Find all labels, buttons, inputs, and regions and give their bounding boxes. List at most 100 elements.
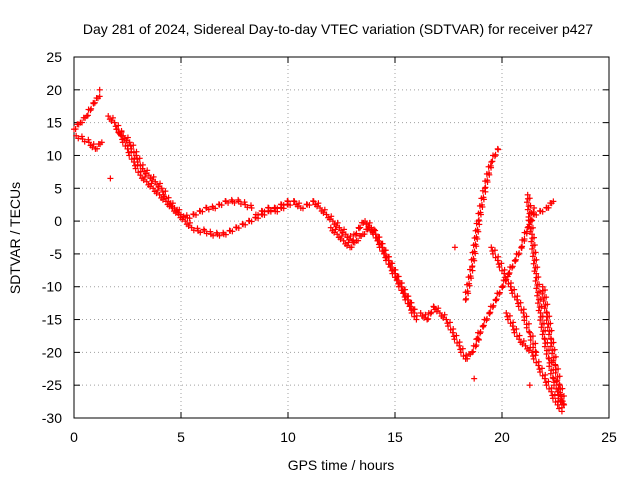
data-point bbox=[108, 117, 115, 124]
data-point bbox=[540, 320, 547, 327]
data-point bbox=[153, 190, 160, 197]
data-point bbox=[91, 99, 98, 106]
data-point bbox=[342, 231, 349, 238]
data-point bbox=[482, 184, 489, 191]
x-tick-label: 20 bbox=[494, 429, 510, 445]
data-point bbox=[136, 155, 143, 162]
data-point bbox=[530, 234, 537, 241]
data-point bbox=[248, 218, 255, 225]
data-point bbox=[487, 162, 494, 169]
data-point bbox=[535, 307, 542, 314]
data-point bbox=[551, 346, 558, 353]
data-point bbox=[255, 211, 262, 218]
data-point bbox=[474, 335, 481, 342]
data-point bbox=[552, 369, 559, 376]
data-point bbox=[531, 204, 538, 211]
data-point bbox=[470, 348, 477, 355]
data-point bbox=[194, 225, 201, 232]
data-point bbox=[347, 233, 354, 239]
data-point bbox=[346, 236, 353, 243]
data-point bbox=[493, 296, 500, 303]
data-point bbox=[200, 226, 207, 233]
data-point bbox=[85, 136, 92, 143]
data-point bbox=[313, 203, 320, 210]
data-point bbox=[233, 224, 239, 231]
y-tick-label: 20 bbox=[46, 82, 62, 98]
data-point bbox=[487, 309, 494, 316]
data-point bbox=[433, 308, 440, 315]
data-point bbox=[556, 381, 563, 388]
data-point bbox=[93, 95, 100, 102]
data-point bbox=[361, 231, 368, 238]
data-point bbox=[420, 314, 427, 321]
data-point bbox=[537, 317, 544, 324]
data-point bbox=[400, 290, 407, 297]
data-point bbox=[480, 323, 487, 330]
data-point bbox=[149, 177, 156, 184]
data-point bbox=[157, 180, 164, 187]
data-point bbox=[152, 178, 159, 185]
data-point bbox=[530, 355, 537, 362]
data-point bbox=[348, 244, 355, 251]
data-point bbox=[514, 293, 521, 300]
data-point bbox=[534, 264, 541, 271]
data-point bbox=[531, 242, 538, 249]
data-point bbox=[495, 146, 502, 153]
data-point bbox=[358, 219, 365, 226]
data-point bbox=[120, 132, 127, 139]
data-point bbox=[180, 214, 187, 221]
data-point bbox=[541, 335, 548, 342]
data-point bbox=[143, 178, 150, 185]
data-point bbox=[395, 273, 402, 280]
data-point bbox=[516, 332, 523, 339]
data-point bbox=[504, 316, 511, 323]
data-point bbox=[540, 298, 547, 305]
plot-frame bbox=[73, 56, 610, 419]
x-axis: 0 5 10 15 20 25 bbox=[70, 57, 617, 445]
data-point bbox=[115, 122, 122, 129]
data-point bbox=[165, 194, 172, 201]
data-point bbox=[549, 350, 556, 357]
data-point bbox=[353, 230, 360, 237]
data-point bbox=[523, 199, 530, 206]
data-point bbox=[551, 391, 558, 398]
data-point bbox=[326, 216, 333, 223]
data-point bbox=[492, 296, 499, 303]
data-point bbox=[543, 382, 550, 389]
data-point bbox=[338, 233, 345, 239]
data-point bbox=[139, 161, 146, 168]
data-point bbox=[511, 329, 518, 336]
data-point bbox=[356, 225, 363, 232]
data-point bbox=[111, 119, 118, 126]
data-point bbox=[148, 180, 155, 187]
data-point bbox=[546, 313, 553, 320]
data-point bbox=[474, 226, 481, 233]
y-tick-label: 0 bbox=[54, 213, 62, 229]
data-point bbox=[456, 339, 463, 346]
data-point bbox=[245, 217, 252, 224]
data-point bbox=[280, 205, 287, 212]
data-point bbox=[465, 351, 472, 358]
data-point bbox=[538, 303, 545, 310]
data-point bbox=[523, 324, 530, 331]
data-point bbox=[113, 126, 120, 133]
data-point bbox=[526, 382, 533, 389]
data-point bbox=[525, 320, 532, 327]
data-point bbox=[90, 100, 97, 107]
data-point bbox=[529, 245, 536, 252]
data-point bbox=[199, 208, 206, 215]
data-point bbox=[154, 187, 161, 194]
data-point bbox=[526, 195, 533, 202]
data-point bbox=[124, 134, 131, 141]
data-point bbox=[376, 234, 383, 241]
data-point bbox=[535, 358, 542, 365]
data-point bbox=[428, 309, 435, 316]
data-point bbox=[134, 159, 141, 166]
y-tick-label: 5 bbox=[54, 180, 62, 196]
data-point bbox=[542, 327, 549, 334]
data-point bbox=[287, 202, 294, 209]
data-point bbox=[133, 148, 140, 155]
data-point bbox=[512, 256, 519, 263]
data-point bbox=[507, 280, 514, 287]
data-point bbox=[389, 260, 396, 267]
